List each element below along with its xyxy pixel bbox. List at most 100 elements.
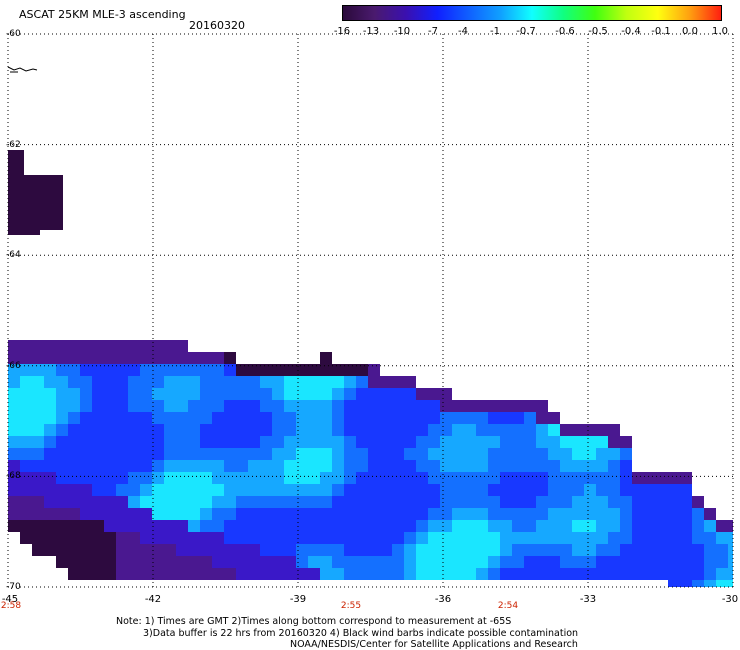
swath-cell (716, 568, 728, 580)
swath-cell (524, 520, 536, 532)
swath-cell (92, 544, 104, 556)
swath-cell (308, 544, 320, 556)
swath-cell (176, 484, 188, 496)
swath-cell (536, 436, 548, 448)
swath-cell (536, 424, 548, 436)
swath-cell (56, 388, 68, 400)
swath-cell (116, 556, 128, 568)
swath-cell (548, 544, 560, 556)
swath-cell (596, 436, 608, 448)
swath-cell (260, 424, 272, 436)
swath-cell (464, 484, 476, 496)
swath-cell (428, 496, 440, 508)
swath-cell (152, 496, 164, 508)
swath-cell (536, 484, 548, 496)
swath-cell (116, 508, 128, 520)
swath-cell (284, 412, 296, 424)
swath-cell (44, 508, 56, 520)
swath-cell (320, 508, 332, 520)
swath-cell (44, 484, 56, 496)
swath-cell (272, 544, 284, 556)
swath-cell (224, 544, 236, 556)
swath-cell (476, 508, 488, 520)
swath-cell (140, 556, 152, 568)
swath-cell (656, 496, 668, 508)
swath-cell (152, 364, 164, 376)
swath-cell (608, 508, 620, 520)
swath-cell (428, 532, 440, 544)
swath-cell (200, 568, 212, 580)
swath-cell (656, 508, 668, 520)
swath-cell (332, 520, 344, 532)
swath-cell (80, 472, 92, 484)
swath-cell (8, 520, 20, 532)
swath-cell (140, 520, 152, 532)
swath-cell (176, 388, 188, 400)
swath-cell (476, 496, 488, 508)
swath-cell (536, 556, 548, 568)
swath-cell (404, 388, 416, 400)
swath-cell (260, 532, 272, 544)
swath-cell (104, 436, 116, 448)
swath-cell (152, 556, 164, 568)
swath-cell (356, 424, 368, 436)
swath-cell (212, 436, 224, 448)
swath-cell (632, 556, 644, 568)
swath-cell (296, 568, 308, 580)
swath-cell (116, 424, 128, 436)
swath-cell (260, 484, 272, 496)
swath-cell (248, 448, 260, 460)
swath-cell (224, 484, 236, 496)
swath-cell (164, 496, 176, 508)
swath-cell (392, 496, 404, 508)
swath-cell (476, 532, 488, 544)
swath-cell (728, 544, 733, 556)
swath-cell (680, 580, 692, 587)
swath-cell (452, 556, 464, 568)
swath-cell (8, 400, 20, 412)
swath-cell (92, 460, 104, 472)
swath-cell (80, 544, 92, 556)
swath-cell (224, 568, 236, 580)
swath-cell (560, 532, 572, 544)
swath-cell (368, 484, 380, 496)
swath-cell (440, 472, 452, 484)
swath-cell (140, 460, 152, 472)
swath-cell (20, 520, 32, 532)
swath-cell (680, 496, 692, 508)
swath-cell (524, 532, 536, 544)
swath-cell (44, 424, 56, 436)
swath-cell (440, 424, 452, 436)
swath-cell (116, 352, 128, 364)
swath-cell (368, 448, 380, 460)
swath-cell (680, 556, 692, 568)
swath-cell (308, 532, 320, 544)
swath-cell (464, 424, 476, 436)
swath-cell (644, 484, 656, 496)
swath-cell (404, 376, 416, 388)
swath-cell (368, 460, 380, 472)
swath-cell (212, 508, 224, 520)
swath-cell (692, 496, 704, 508)
swath-cell (92, 376, 104, 388)
swath-cell (572, 460, 584, 472)
swath-cell (224, 460, 236, 472)
swath-cell (596, 544, 608, 556)
swath-cell (548, 556, 560, 568)
swath-cell (692, 544, 704, 556)
swath-cell (392, 448, 404, 460)
swath-cell (92, 400, 104, 412)
swath-cell (440, 496, 452, 508)
swath-cell (476, 460, 488, 472)
swath-cell (284, 556, 296, 568)
swath-cell (32, 520, 44, 532)
time-label: 2:55 (340, 601, 362, 611)
swath-cell (476, 556, 488, 568)
swath-cell (56, 544, 68, 556)
swath-cell (224, 448, 236, 460)
swath-cell (32, 424, 44, 436)
swath-cell (668, 568, 680, 580)
swath-cell (536, 460, 548, 472)
swath-cell (500, 532, 512, 544)
swath-cell (500, 412, 512, 424)
